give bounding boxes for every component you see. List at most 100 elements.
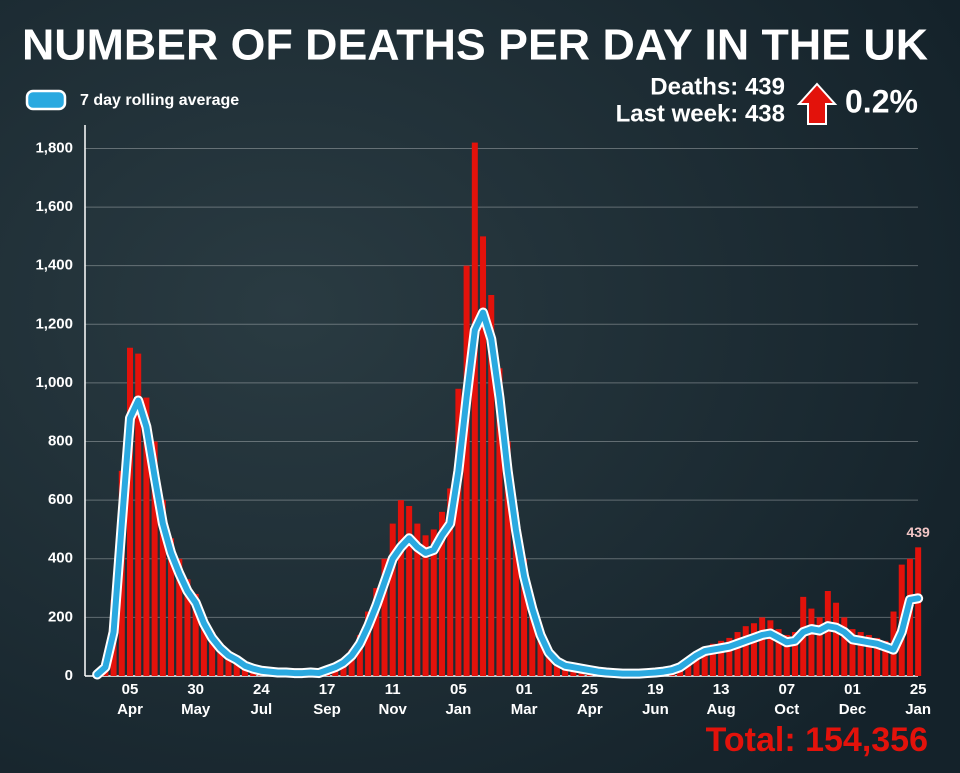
bar [857, 632, 864, 676]
y-tick-label: 1,800 [35, 139, 73, 156]
x-tick-label: 01 [844, 681, 861, 698]
bar [496, 368, 503, 676]
x-tick-label: 19 [647, 681, 664, 698]
bar [734, 632, 741, 676]
x-tick-label: Nov [379, 701, 408, 718]
bar [209, 632, 216, 676]
bar [225, 652, 232, 676]
bar [348, 649, 355, 676]
bar [381, 558, 388, 676]
x-tick-label: Jun [642, 701, 669, 718]
x-tick-label: Jan [905, 701, 931, 718]
y-tick-label: 200 [48, 608, 73, 625]
line [94, 309, 922, 678]
x-tick-label: Oct [774, 701, 799, 718]
y-tick-label: 600 [48, 491, 73, 508]
bar [455, 388, 462, 676]
bar [135, 353, 142, 676]
bar [693, 652, 700, 676]
bar [882, 640, 889, 676]
bar [816, 617, 823, 676]
bar [447, 488, 454, 676]
bar [701, 646, 708, 676]
y-tick-label: 1,400 [35, 257, 73, 274]
bar [143, 397, 150, 676]
up-arrow [796, 82, 838, 125]
bar [373, 588, 380, 676]
x-tick-label: 24 [253, 681, 270, 698]
y-tick-label: 0 [65, 667, 73, 684]
y-tick-label: 800 [48, 433, 73, 450]
bar [471, 142, 478, 677]
x-tick-label: 07 [778, 681, 795, 698]
change-percent: 0.2% [845, 83, 918, 119]
bar [529, 599, 536, 676]
bar [783, 634, 790, 676]
x-tick-label: 01 [516, 681, 533, 698]
x-tick-label: 13 [713, 681, 730, 698]
bar [718, 640, 725, 676]
bar [438, 511, 445, 676]
bar [463, 265, 470, 676]
bar-label: 439 [906, 524, 930, 540]
y-tick-label: 1,600 [35, 198, 73, 215]
bar [192, 593, 199, 676]
x-tick-label: Aug [707, 701, 736, 718]
bar [159, 500, 166, 676]
x-tick-label: 17 [319, 681, 336, 698]
bar [151, 441, 158, 676]
x-tick-label: 05 [122, 681, 139, 698]
bar [750, 623, 757, 676]
bar [726, 637, 733, 676]
bar [389, 523, 396, 676]
bar [709, 643, 716, 676]
bar [422, 535, 429, 676]
bar [176, 558, 183, 676]
x-tick-label: Jan [445, 701, 471, 718]
bar [512, 511, 519, 676]
bar [545, 649, 552, 676]
x-tick-label: Sep [313, 701, 341, 718]
bar [184, 579, 191, 676]
bar [841, 617, 848, 676]
x-tick-label: 30 [187, 681, 204, 698]
bar [767, 620, 774, 676]
bar [356, 634, 363, 676]
deaths-last-week: Last week: 438 [616, 100, 785, 127]
bar [406, 506, 413, 676]
bar [397, 500, 404, 676]
x-tick-label: 25 [581, 681, 598, 698]
bar [414, 523, 421, 676]
bar [365, 611, 372, 676]
y-tick-label: 1,000 [35, 374, 73, 391]
bar [833, 602, 840, 676]
deaths-today: Deaths: 439 [650, 73, 785, 100]
bar [792, 632, 799, 676]
bar [759, 617, 766, 676]
bar [824, 591, 831, 676]
bar [537, 629, 544, 676]
bar [915, 547, 922, 676]
total-deaths: Total: 154,356 [706, 721, 928, 759]
bar [865, 634, 872, 676]
x-tick-label: Mar [511, 701, 538, 718]
bar [217, 643, 224, 676]
bar [874, 637, 881, 676]
bar [488, 294, 495, 676]
y-tick-label: 1,200 [35, 315, 73, 332]
bar [808, 608, 815, 676]
x-tick-label: May [181, 701, 211, 718]
plot: 0 200 400 600 800 1,000 1,200 1,400 1,600 1,800 05… [35, 125, 931, 718]
bar [200, 617, 207, 676]
bar [430, 529, 437, 676]
x-tick-label: Jul [251, 701, 273, 718]
legend-label: 7 day rolling average [80, 92, 239, 109]
bar [775, 629, 782, 676]
bar [233, 658, 240, 676]
legend-swatch [25, 89, 67, 111]
bar [127, 347, 133, 676]
x-tick-label: Apr [577, 701, 603, 718]
x-tick-label: 25 [910, 681, 927, 698]
